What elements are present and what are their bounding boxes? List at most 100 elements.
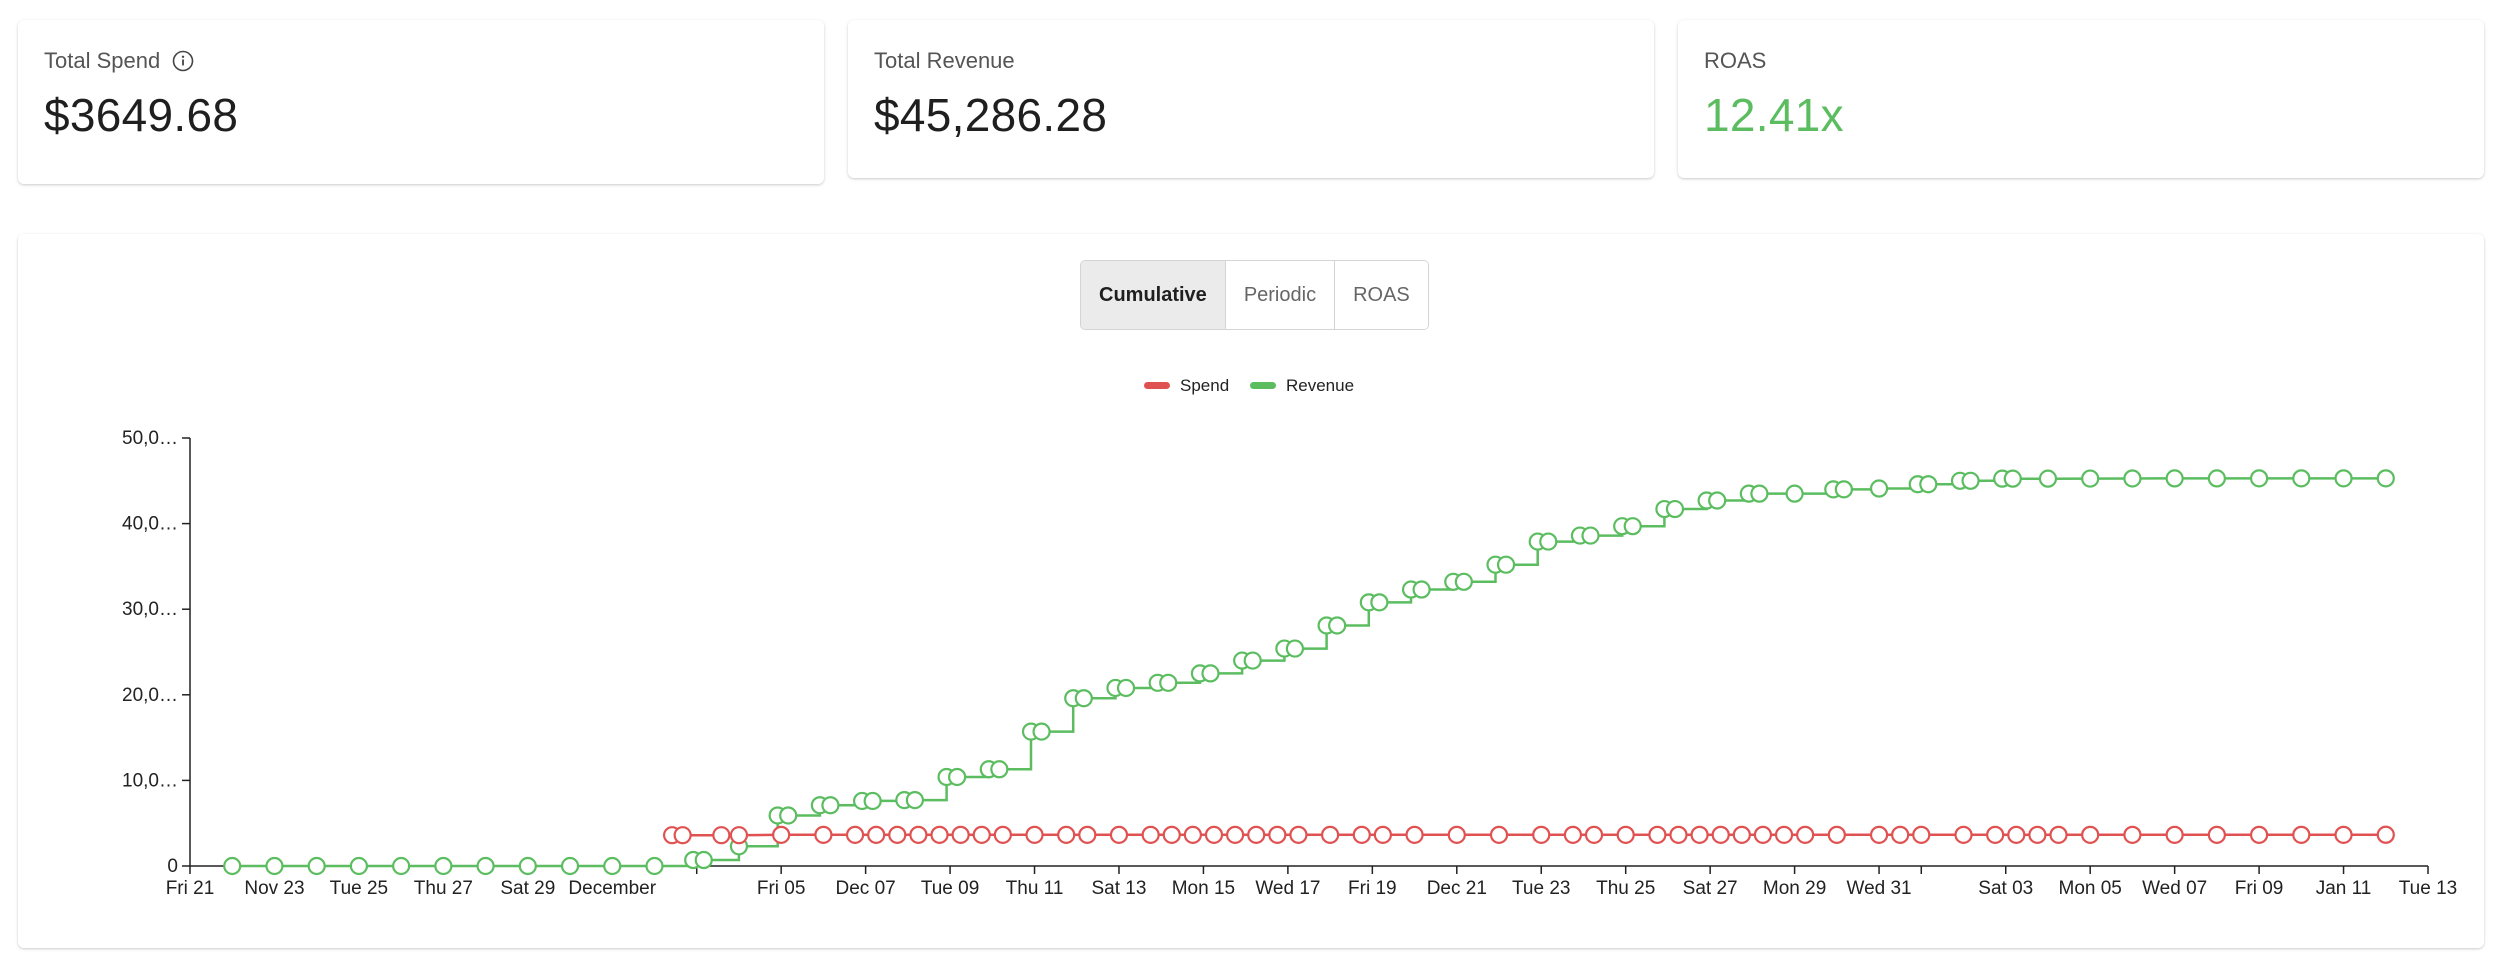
revenue-point	[2165, 469, 2184, 488]
spend-point	[2207, 825, 2226, 844]
x-tick-label: Thu 11	[1006, 878, 1064, 899]
revenue-point	[1370, 593, 1389, 612]
spend-point	[2376, 825, 2395, 844]
x-tick-label: Dec 07	[836, 878, 896, 899]
spend-point	[1057, 825, 1076, 844]
spend-point	[1827, 825, 1846, 844]
spend-point	[1584, 825, 1604, 844]
total-revenue-label: Total Revenue	[874, 48, 1015, 73]
revenue-point	[863, 791, 882, 811]
spend-point	[2007, 825, 2026, 844]
x-tick-label: Fri 09	[2235, 878, 2284, 899]
spend-point	[1141, 825, 1160, 844]
revenue-point	[694, 850, 713, 870]
revenue-point	[1834, 480, 1853, 499]
revenue-point	[1919, 475, 1938, 494]
x-tick-label: Sat 27	[1683, 878, 1738, 899]
spend-point	[729, 826, 749, 845]
revenue-point	[1961, 471, 1980, 490]
x-tick-label: Thu 25	[1596, 878, 1655, 899]
tab-roas[interactable]: ROAS	[1334, 261, 1428, 329]
spend-point	[1321, 825, 1340, 844]
spend-point	[1204, 825, 1224, 844]
revenue-point	[1201, 664, 1220, 683]
spend-point	[1891, 825, 1910, 844]
spend-point	[1289, 825, 1308, 844]
revenue-point	[223, 856, 242, 876]
spend-point	[1447, 825, 1466, 844]
revenue-point	[2003, 469, 2022, 488]
x-tick-label: Wed 31	[1846, 878, 1911, 899]
revenue-line	[232, 477, 2386, 868]
revenue-point	[2376, 469, 2395, 488]
revenue-point	[2081, 469, 2100, 488]
revenue-point	[1539, 532, 1558, 551]
revenue-point	[1159, 673, 1178, 692]
revenue-point	[990, 760, 1009, 779]
revenue-point	[2249, 469, 2269, 488]
x-tick-label: Sat 29	[500, 878, 555, 899]
legend-swatch-spend	[1144, 382, 1170, 389]
spend-point	[867, 825, 886, 844]
roas-value: 12.41x	[1704, 89, 1844, 141]
revenue-point	[905, 790, 924, 810]
spend-point	[1954, 825, 1973, 844]
spend-point	[1753, 825, 1773, 844]
revenue-point	[392, 856, 411, 876]
y-tick-label: 30,0…	[122, 599, 178, 620]
total-spend-card: Total Spend $3649.68	[18, 20, 824, 184]
spend-point	[1690, 825, 1709, 844]
x-tick-label: Wed 17	[1255, 878, 1320, 899]
total-revenue-value: $45,286.28	[874, 89, 1108, 141]
spend-point	[1669, 825, 1688, 844]
x-tick-label: Tue 13	[2399, 878, 2457, 899]
revenue-point	[1750, 484, 1769, 503]
y-tick-label: 40,0…	[122, 514, 178, 535]
x-tick-label: December	[568, 878, 656, 899]
spend-point	[1986, 825, 2005, 844]
x-tick-label: Fri 19	[1348, 878, 1397, 899]
x-tick-label: Thu 27	[414, 878, 473, 899]
revenue-point	[1032, 722, 1051, 741]
revenue-point	[349, 856, 369, 876]
line-chart: Spend Revenue 0 10,0… 20,0… 30,0… 40,0… 50,0… Fr…	[122, 376, 2457, 899]
spend-point	[2165, 825, 2184, 844]
revenue-point	[1285, 639, 1305, 658]
revenue-point	[1116, 678, 1136, 698]
tab-periodic[interactable]: Periodic	[1224, 261, 1335, 329]
revenue-point	[518, 856, 537, 876]
revenue-point	[2038, 469, 2058, 488]
roas-label: ROAS	[1704, 48, 1767, 73]
spend-point	[993, 825, 1012, 844]
info-icon[interactable]	[172, 50, 194, 72]
legend-swatch-revenue	[1250, 382, 1276, 389]
revenue-point	[265, 856, 284, 876]
revenue-point	[2334, 469, 2353, 488]
spend-point	[1247, 825, 1266, 844]
spend-point	[1563, 825, 1583, 844]
spend-point	[1405, 825, 1424, 844]
revenue-point	[1623, 517, 1642, 536]
spend-point	[1162, 825, 1181, 844]
revenue-point	[2292, 469, 2311, 488]
spend-point	[2081, 825, 2100, 844]
spend-point	[2334, 825, 2353, 844]
spend-point	[1109, 825, 1129, 844]
revenue-point	[1074, 689, 1093, 708]
total-revenue-card: Total Revenue $45,286.28	[848, 20, 1654, 178]
spend-point	[951, 825, 970, 844]
x-tick-label: Sat 03	[1978, 878, 2033, 899]
legend-label-spend: Spend	[1180, 376, 1229, 395]
tab-cumulative[interactable]: Cumulative	[1081, 261, 1225, 329]
spend-point	[2049, 825, 2068, 844]
spend-point	[772, 825, 791, 844]
revenue-point	[476, 856, 495, 876]
legend-label-revenue: Revenue	[1286, 376, 1354, 395]
spend-point	[1373, 825, 1392, 844]
x-tick-label: Jan 11	[2316, 878, 2372, 899]
y-tick-label: 10,0…	[122, 770, 178, 791]
spend-point	[1912, 825, 1931, 844]
spend-point	[814, 825, 833, 844]
spend-point	[2249, 825, 2269, 844]
y-tick-label: 0	[167, 856, 178, 877]
